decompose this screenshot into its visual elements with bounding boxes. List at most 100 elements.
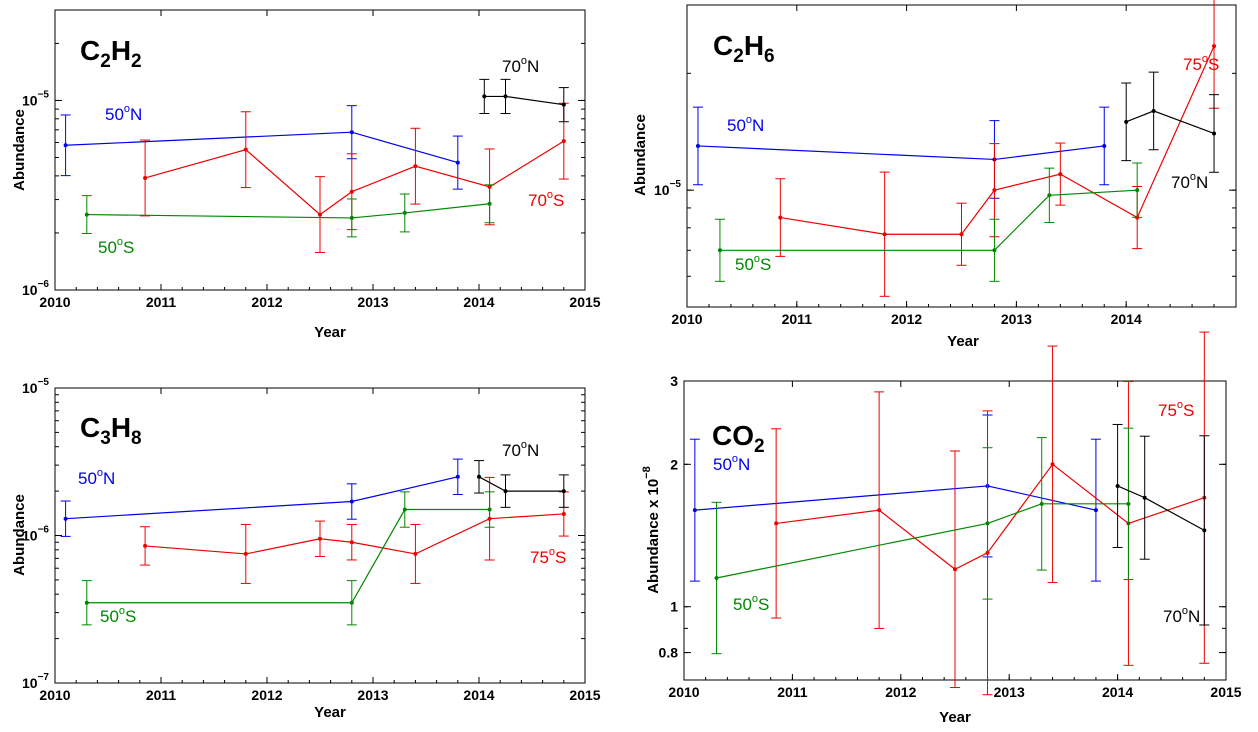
y-tick-label: 3 [670,373,678,389]
data-point [778,215,783,220]
data-point [1126,501,1131,506]
x-tick-label: 2013 [357,294,388,310]
x-tick-label: 2011 [146,687,177,703]
x-axis-label: Year [939,709,971,726]
x-tick-label: 2011 [146,294,177,310]
series-70S [140,102,569,253]
series-line [1125,110,1215,135]
molecule-label: C2H6 [713,30,775,67]
data-point [84,212,89,217]
data-point [487,507,492,512]
data-point [1142,495,1147,500]
data-point [243,551,248,556]
y-tick-label: 10−6 [22,525,49,544]
y-tick-label: 10−5 [654,179,681,198]
chart-panel-4: 2010 2011 2012 2013 2014 2015 0.8 1 2 3 Year Abunda… [641,331,1242,726]
plot-frame [54,9,586,291]
data-point [561,102,566,107]
series-line [697,145,1105,161]
series-line [1117,485,1205,531]
series-70N [1121,71,1220,173]
series-line [716,503,1129,579]
y-tick-label: 10−5 [22,377,49,396]
series-75S [775,0,1220,297]
x-tick-label: 2014 [463,687,494,703]
x-axis-label: Year [947,333,979,350]
x-tick-label: 2010 [671,311,702,327]
molecule-label: CO2 [712,420,765,457]
series-50N [60,458,463,537]
data-point [877,508,882,513]
data-point [1135,188,1140,193]
data-point [992,248,997,253]
x-tick-label: 2014 [463,294,494,310]
x-tick-label: 2013 [357,687,388,703]
molecule-label: C3H8 [80,412,142,449]
data-point [953,567,957,572]
x-tick-label: 2012 [251,294,282,310]
data-point [774,521,779,526]
series-label: 70oN [1163,605,1200,626]
data-point [318,212,322,217]
series-label: 70oN [502,55,539,76]
series-label: 50oN [105,103,142,124]
x-tick-label: 2012 [885,684,916,700]
series-label: 50oN [713,453,750,474]
series-line [65,476,458,520]
molecule-label: C2H2 [80,35,142,72]
data-point [1047,193,1052,198]
data-point [1212,131,1217,136]
data-point [692,508,697,513]
series-label: 50oN [727,114,764,135]
data-point [455,474,460,479]
data-point [413,551,418,556]
data-point [1151,108,1156,113]
data-point [1050,462,1055,467]
y-axis-label: Abundance [11,494,28,576]
x-tick-label: 2015 [569,687,600,703]
series-line [86,508,490,604]
data-point [1124,119,1129,124]
x-tick-label: 2015 [1210,684,1241,700]
y-axis-label: Abundance [632,114,649,196]
x-tick-label: 2014 [1111,311,1142,327]
data-point [143,175,148,180]
series-label: 50oN [78,467,115,488]
data-point [1093,508,1098,513]
series-line [65,131,458,164]
series-line [780,45,1215,235]
data-point [1202,528,1207,533]
series-label: 50oS [735,253,771,274]
series-label: 70oS [528,189,564,210]
x-tick-label: 2012 [891,311,922,327]
data-point [561,511,566,516]
x-tick-label: 2011 [777,684,808,700]
series-label: 50oS [98,236,134,257]
series-line [478,476,564,492]
chart-panel-2: 2010 2011 2012 2013 2014 10−5 Year Abundance C2H… [632,0,1237,350]
series-line [719,189,1138,251]
x-tick-label: 2013 [1001,311,1032,327]
chart-panel-1: 2010 2011 2012 2013 2014 2015 10−6 10−5 Year Abun… [11,9,601,341]
y-tick-label: 10−6 [22,279,49,298]
data-point [695,143,700,148]
x-tick-label: 2012 [251,687,282,703]
series-label: 50oS [100,605,136,626]
data-point [1102,143,1107,148]
y-tick-label: 1 [670,599,678,615]
data-point [63,516,68,521]
series-label: 75oS [1183,53,1219,74]
x-tick-label: 2010 [39,687,70,703]
series-70N [1112,423,1210,626]
data-point [959,232,964,237]
series-50S [81,184,495,238]
series-75S [140,476,569,584]
series-label: 50oS [733,593,769,614]
data-point [318,536,322,541]
data-point [413,164,418,169]
data-point [349,189,354,194]
data-point [1115,483,1120,488]
x-tick-label: 2010 [668,684,699,700]
